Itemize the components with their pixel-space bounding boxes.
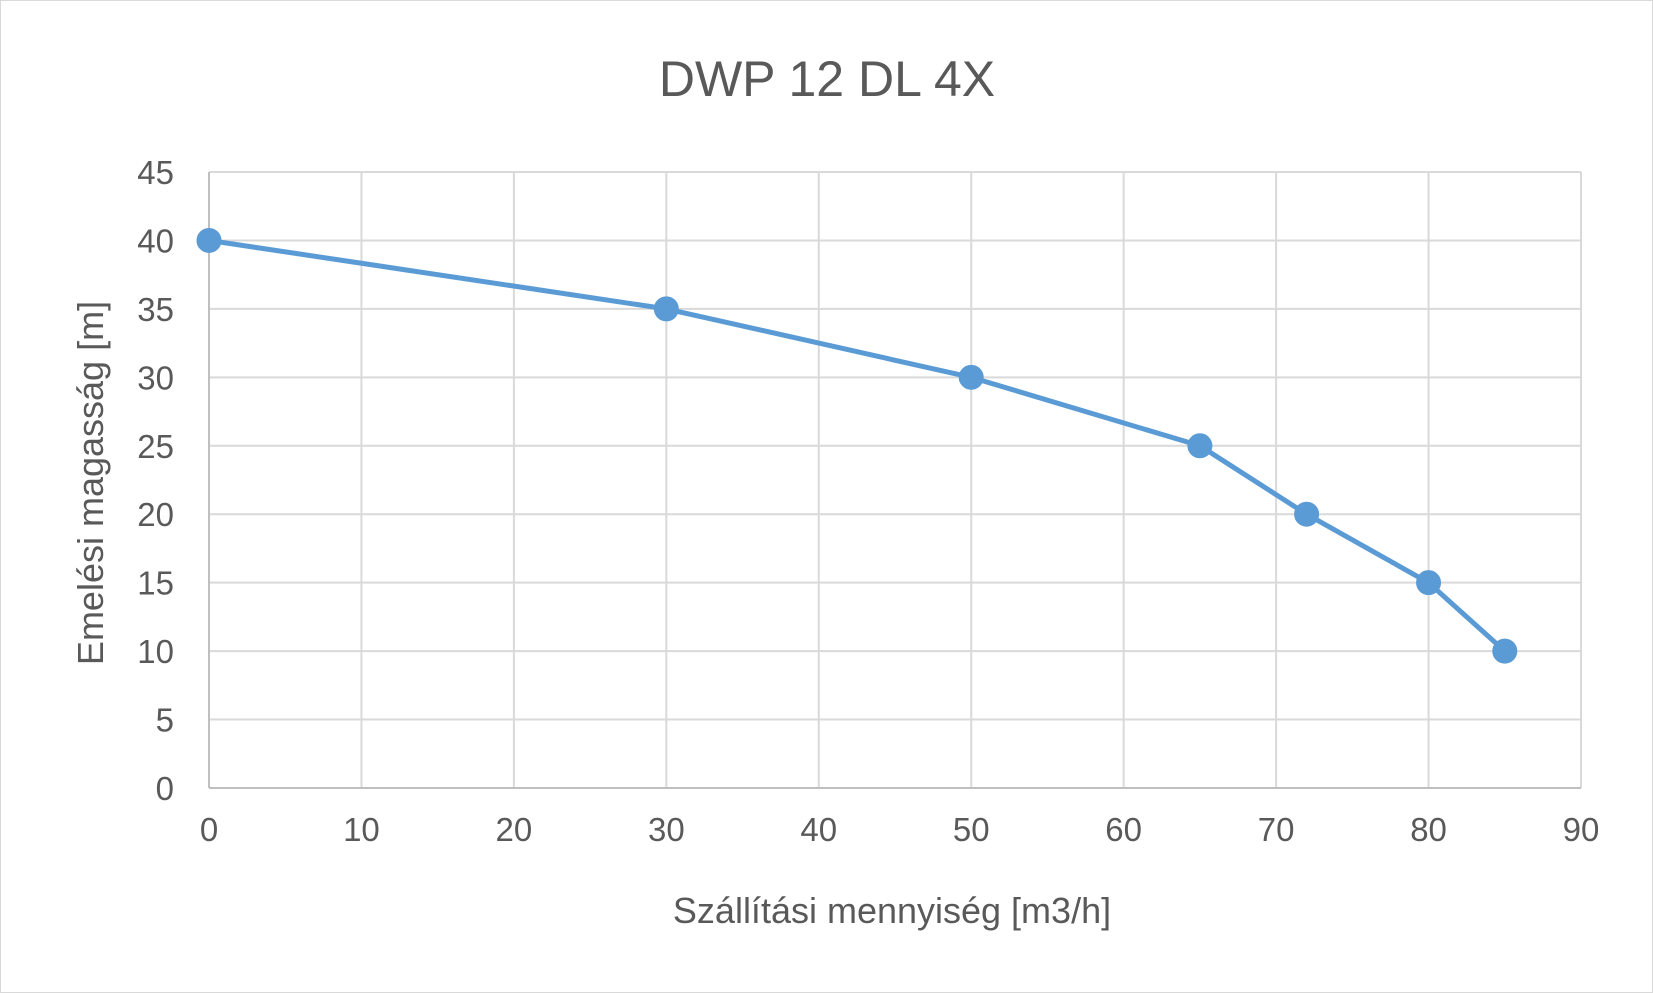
x-axis-title: Szállítási mennyiség [m3/h] (673, 890, 1111, 931)
data-point-0-4 (1294, 501, 1320, 527)
x-tick-label-60: 60 (1105, 811, 1142, 848)
data-point-0-0 (196, 227, 222, 253)
data-point-0-6 (1492, 638, 1518, 664)
y-tick-label-40: 40 (137, 222, 174, 259)
y-tick-label-30: 30 (137, 359, 174, 396)
x-tick-label-30: 30 (648, 811, 685, 848)
y-tick-label-15: 15 (137, 565, 174, 602)
chart-title: DWP 12 DL 4X (659, 51, 995, 107)
y-tick-label-5: 5 (156, 702, 174, 739)
y-tick-label-25: 25 (137, 428, 174, 465)
y-tick-label-0: 0 (156, 770, 174, 807)
x-tick-label-80: 80 (1410, 811, 1447, 848)
data-point-0-1 (653, 296, 679, 322)
data-point-0-2 (958, 364, 984, 390)
axes (208, 172, 1581, 789)
y-tick-labels: 0 5 10 15 20 25 30 35 40 45 (137, 154, 174, 807)
x-tick-label-0: 0 (200, 811, 218, 848)
y-axis-title: Emelési magasság [m] (70, 301, 111, 665)
series-group (196, 227, 1518, 664)
x-tick-label-20: 20 (496, 811, 533, 848)
y-tick-label-10: 10 (137, 633, 174, 670)
grid-lines (209, 171, 1582, 788)
x-tick-label-10: 10 (343, 811, 380, 848)
y-tick-label-20: 20 (137, 496, 174, 533)
x-tick-label-90: 90 (1563, 811, 1600, 848)
y-tick-label-45: 45 (137, 154, 174, 191)
y-tick-label-35: 35 (137, 291, 174, 328)
x-tick-labels: 0 10 20 30 40 50 60 70 80 90 (200, 811, 1600, 848)
data-point-0-5 (1416, 570, 1442, 596)
x-tick-label-70: 70 (1258, 811, 1295, 848)
x-tick-label-50: 50 (953, 811, 990, 848)
x-tick-label-40: 40 (800, 811, 837, 848)
data-point-0-3 (1187, 433, 1213, 459)
